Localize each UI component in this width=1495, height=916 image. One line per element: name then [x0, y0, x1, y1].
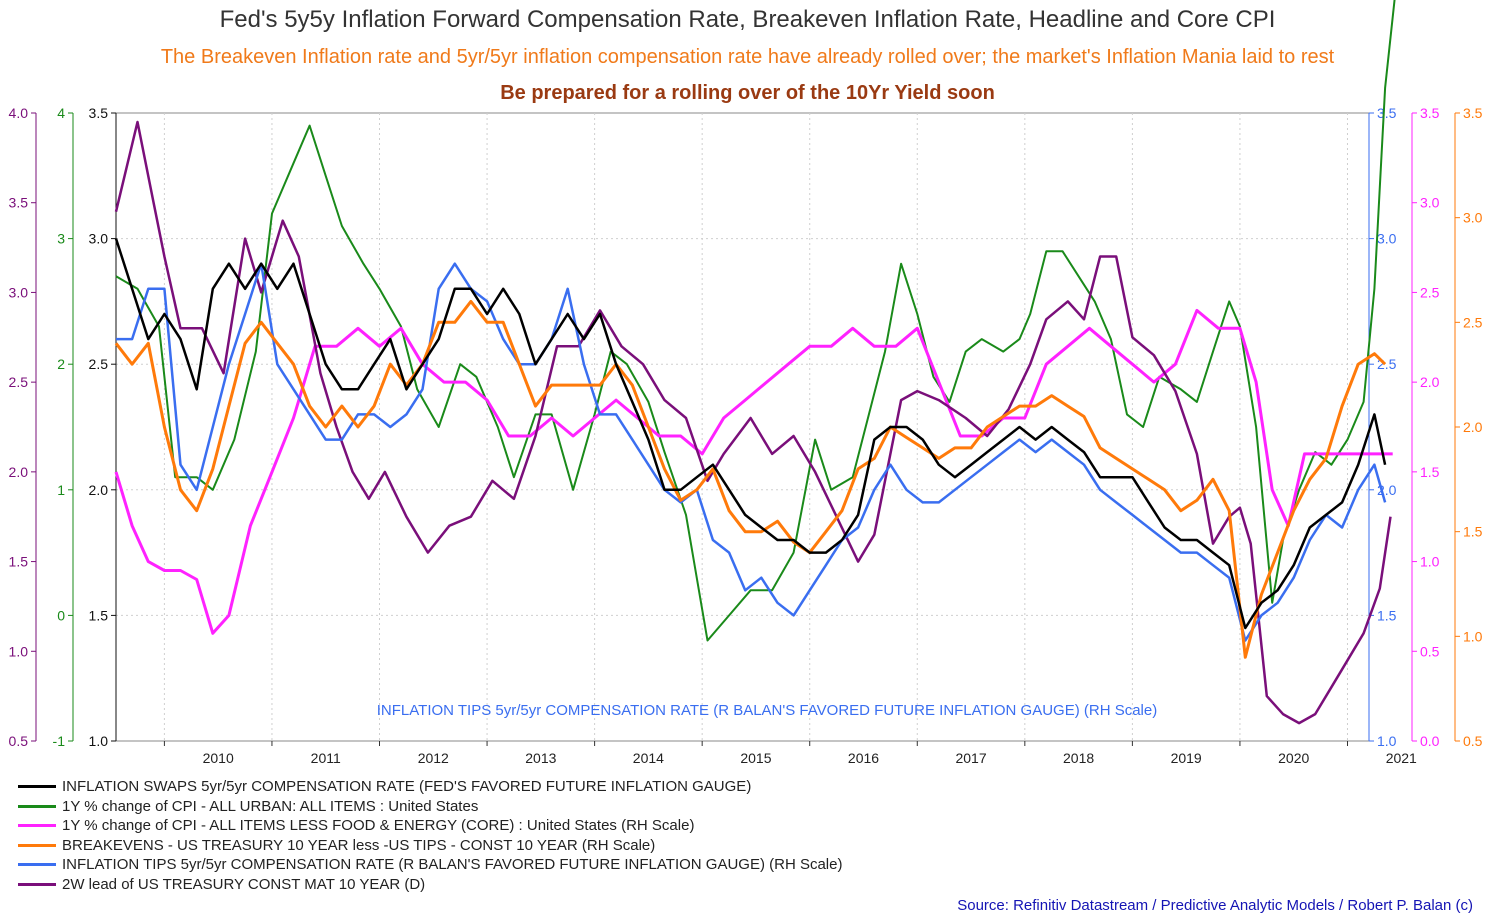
swatch-swaps [18, 785, 56, 789]
legend-item-core: 1Y % change of CPI - ALL ITEMS LESS FOOD… [18, 816, 842, 836]
legend-label: 1Y % change of CPI - ALL ITEMS LESS FOOD… [62, 817, 695, 835]
x-tick-label: 2012 [418, 750, 449, 766]
axes: 2010 2011 2012 2013 2014 2015 2016 2017 2018 2019… [9, 105, 1483, 766]
tips-annotation: INFLATION TIPS 5yr/5yr COMPENSATION RATE… [377, 702, 1157, 719]
x-tick-label: 2019 [1171, 750, 1202, 766]
y-tick-label-core: 2.0 [1420, 374, 1440, 390]
y-tick-label-tips: 3.0 [1377, 231, 1397, 247]
chart-subtitle: The Breakeven Inflation rate and 5yr/5yr… [160, 46, 1335, 68]
y-tick-label-breakevens: 1.0 [1463, 628, 1483, 644]
y-tick-label-breakevens: 2.0 [1463, 419, 1483, 435]
legend-label: INFLATION TIPS 5yr/5yr COMPENSATION RATE… [62, 856, 843, 874]
chart-note: Be prepared for a rolling over of the 10… [500, 82, 995, 104]
y-tick-label-treasury: 1.0 [9, 643, 29, 659]
x-tick-label: 2021 [1386, 750, 1417, 766]
y-tick-label-swaps: 2.0 [89, 482, 109, 498]
y-tick-label-treasury: 2.5 [9, 374, 29, 390]
y-tick-label-treasury: 3.0 [9, 284, 29, 300]
x-tick-label: 2011 [311, 750, 341, 766]
swatch-cpi [18, 804, 56, 808]
y-tick-label-cpi: 1 [57, 482, 65, 498]
y-tick-label-core: 2.5 [1420, 284, 1440, 300]
x-tick-label: 2016 [848, 750, 879, 766]
x-tick-label: 2020 [1278, 750, 1309, 766]
y-tick-label-core: 3.5 [1420, 105, 1440, 121]
y-tick-label-treasury: 2.0 [9, 464, 29, 480]
x-tick-label: 2014 [633, 750, 664, 766]
legend-label: BREAKEVENS - US TREASURY 10 YEAR less -U… [62, 836, 656, 854]
series-line-cpi [115, 0, 1396, 642]
legend-label: 1Y % change of CPI - ALL URBAN: ALL ITEM… [62, 797, 479, 815]
legend-label: INFLATION SWAPS 5yr/5yr COMPENSATION RAT… [62, 778, 752, 796]
swatch-breakevens [18, 843, 56, 847]
legend: INFLATION SWAPS 5yr/5yr COMPENSATION RAT… [18, 777, 842, 894]
series-lines [114, 0, 1396, 725]
y-tick-label-tips: 3.5 [1377, 105, 1397, 121]
y-tick-label-tips: 1.5 [1377, 607, 1397, 623]
legend-item-treasury: 2W lead of US TREASURY CONST MAT 10 YEAR… [18, 875, 842, 895]
y-tick-label-swaps: 3.5 [89, 105, 109, 121]
y-tick-label-cpi: -1 [53, 733, 66, 749]
legend-item-breakevens: BREAKEVENS - US TREASURY 10 YEAR less -U… [18, 836, 842, 856]
swatch-core [18, 824, 56, 828]
legend-item-cpi: 1Y % change of CPI - ALL URBAN: ALL ITEM… [18, 797, 842, 817]
y-tick-label-breakevens: 2.5 [1463, 314, 1483, 330]
y-tick-label-cpi: 0 [57, 607, 65, 623]
grid [116, 113, 1369, 741]
chart-title: Fed's 5y5y Inflation Forward Compensatio… [219, 6, 1276, 33]
swatch-treasury [18, 882, 56, 886]
y-tick-label-cpi: 2 [57, 356, 65, 372]
series-line-treasury [114, 120, 1392, 725]
y-tick-label-cpi: 3 [57, 231, 65, 247]
y-tick-label-core: 3.0 [1420, 195, 1440, 211]
y-tick-label-treasury: 1.5 [9, 554, 29, 570]
source-credit: Source: Refinitiv Datastream / Predictiv… [957, 897, 1473, 914]
legend-label: 2W lead of US TREASURY CONST MAT 10 YEAR… [62, 875, 426, 893]
y-tick-label-cpi: 4 [57, 105, 65, 121]
y-tick-label-treasury: 0.5 [9, 733, 29, 749]
y-tick-label-core: 1.5 [1420, 464, 1440, 480]
series-line-swaps [114, 238, 1387, 630]
y-tick-label-swaps: 1.0 [89, 733, 109, 749]
y-tick-label-breakevens: 3.0 [1463, 210, 1483, 226]
series-line-core [114, 308, 1393, 635]
legend-item-swaps: INFLATION SWAPS 5yr/5yr COMPENSATION RAT… [18, 777, 842, 797]
series-line-breakevens [114, 299, 1387, 659]
y-tick-label-swaps: 3.0 [89, 231, 109, 247]
x-tick-label: 2015 [740, 750, 771, 766]
y-tick-label-treasury: 4.0 [9, 105, 29, 121]
swatch-tips [18, 863, 56, 867]
x-tick-label: 2013 [525, 750, 556, 766]
y-tick-label-treasury: 3.5 [9, 195, 29, 211]
y-tick-label-core: 0.5 [1420, 643, 1440, 659]
y-tick-label-swaps: 2.5 [89, 356, 109, 372]
y-tick-label-core: 0.0 [1420, 733, 1440, 749]
y-tick-label-tips: 1.0 [1377, 733, 1397, 749]
x-tick-label: 2017 [955, 750, 986, 766]
x-tick-label: 2018 [1063, 750, 1094, 766]
y-tick-label-swaps: 1.5 [89, 607, 109, 623]
x-tick-label: 2010 [203, 750, 234, 766]
y-tick-label-breakevens: 0.5 [1463, 733, 1483, 749]
y-tick-label-breakevens: 1.5 [1463, 524, 1483, 540]
y-tick-label-breakevens: 3.5 [1463, 105, 1483, 121]
legend-item-tips: INFLATION TIPS 5yr/5yr COMPENSATION RATE… [18, 855, 842, 875]
series-line-tips [116, 262, 1387, 642]
y-tick-label-core: 1.0 [1420, 554, 1440, 570]
